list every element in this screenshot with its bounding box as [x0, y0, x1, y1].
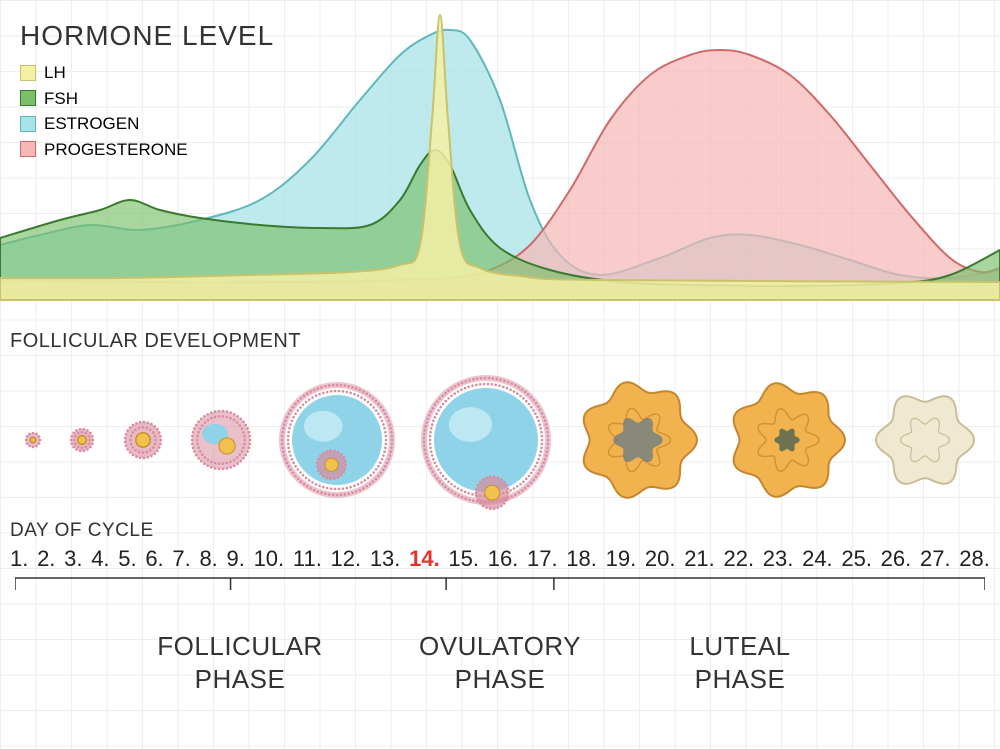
follicle-stage-corpus_albicans: [861, 360, 989, 520]
day-number: 21.: [684, 546, 715, 572]
day-row: 1. 2. 3. 4. 5. 6. 7. 8. 9. 10. 11. 12. 13. 14. 15. 16. 1…: [10, 546, 990, 572]
follicle-stage-antral: [267, 360, 407, 520]
day-number: 22.: [723, 546, 754, 572]
day-section: DAY OF CYCLE 1. 2. 3. 4. 5. 6. 7. 8. 9. 10. 11. 12.…: [0, 520, 1000, 600]
day-number: 28.: [959, 546, 990, 572]
day-number: 9.: [227, 546, 245, 572]
day-number: 8.: [199, 546, 217, 572]
day-number: 10.: [254, 546, 285, 572]
day-number: 4.: [91, 546, 109, 572]
follicle-stage-corpus_luteum_early: [564, 360, 712, 520]
day-number: 19.: [606, 546, 637, 572]
day-number: 17.: [527, 546, 558, 572]
day-number: 5.: [118, 546, 136, 572]
day-number: 1.: [10, 546, 28, 572]
phase-label: LUTEALPHASE: [689, 630, 790, 695]
follicle-stage-corpus_luteum: [714, 360, 860, 520]
follicle-stage-graafian: [409, 360, 563, 520]
day-number: 2.: [37, 546, 55, 572]
day-number: 26.: [881, 546, 912, 572]
day-number: 15.: [448, 546, 479, 572]
hormone-section: HORMONE LEVEL LHFSHESTROGENPROGESTERONE: [0, 0, 1000, 320]
follicle-stage-secondary: [110, 360, 176, 520]
follicle-title: FOLLICULAR DEVELOPMENT: [10, 330, 301, 353]
day-number: 11.: [293, 546, 322, 572]
infographic-root: HORMONE LEVEL LHFSHESTROGENPROGESTERONE …: [0, 0, 1000, 749]
day-number: 14.: [409, 546, 440, 572]
phase-section: FOLLICULARPHASE OVULATORYPHASE LUTEALPHASE: [0, 600, 1000, 730]
follicle-section: FOLLICULAR DEVELOPMENT: [0, 320, 1000, 520]
phase-label: FOLLICULARPHASE: [157, 630, 322, 695]
day-number: 25.: [841, 546, 872, 572]
day-number: 7.: [172, 546, 190, 572]
day-number: 6.: [145, 546, 163, 572]
day-number: 18.: [566, 546, 597, 572]
follicle-stage-primary: [56, 360, 108, 520]
day-axis: [15, 576, 985, 596]
day-number: 24.: [802, 546, 833, 572]
day-number: 23.: [763, 546, 794, 572]
day-title: DAY OF CYCLE: [10, 520, 154, 542]
day-number: 20.: [645, 546, 676, 572]
follicle-stage-early_antral: [177, 360, 265, 520]
day-number: 3.: [64, 546, 82, 572]
day-number: 27.: [920, 546, 951, 572]
day-number: 13.: [370, 546, 401, 572]
hormone-chart: [0, 0, 1000, 320]
follicle-row: [0, 360, 1000, 520]
follicle-stage-primordial: [11, 360, 55, 520]
day-number: 16.: [488, 546, 519, 572]
phase-label: OVULATORYPHASE: [419, 630, 581, 695]
day-number: 12.: [331, 546, 362, 572]
